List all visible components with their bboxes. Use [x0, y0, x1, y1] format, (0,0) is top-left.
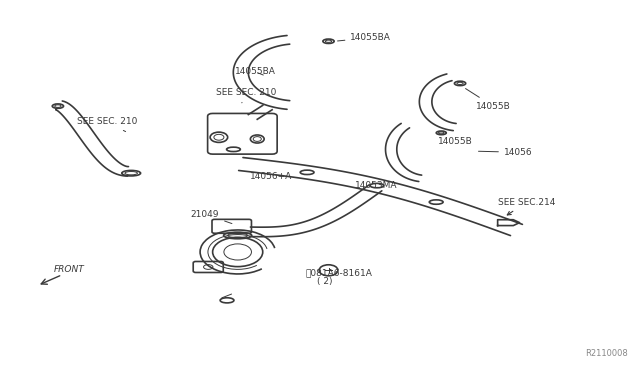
Text: Ⓑ081A6-8161A: Ⓑ081A6-8161A: [306, 269, 373, 278]
Text: SEE SEC. 210: SEE SEC. 210: [216, 88, 276, 103]
Text: 14055B: 14055B: [438, 137, 473, 146]
Text: 14056+A: 14056+A: [250, 172, 292, 181]
Text: 14055BA: 14055BA: [337, 33, 391, 42]
Text: 14053MA: 14053MA: [355, 181, 397, 190]
Text: FRONT: FRONT: [54, 265, 85, 274]
Text: ( 2): ( 2): [317, 277, 333, 286]
Text: R2110008: R2110008: [586, 349, 628, 358]
Text: 21049: 21049: [191, 210, 232, 224]
Text: 14055B: 14055B: [465, 89, 511, 110]
Text: 14055BA: 14055BA: [234, 67, 275, 76]
Text: 14056: 14056: [479, 148, 532, 157]
Text: SEE SEC. 210: SEE SEC. 210: [77, 118, 137, 132]
Text: SEE SEC.214: SEE SEC.214: [498, 198, 555, 215]
